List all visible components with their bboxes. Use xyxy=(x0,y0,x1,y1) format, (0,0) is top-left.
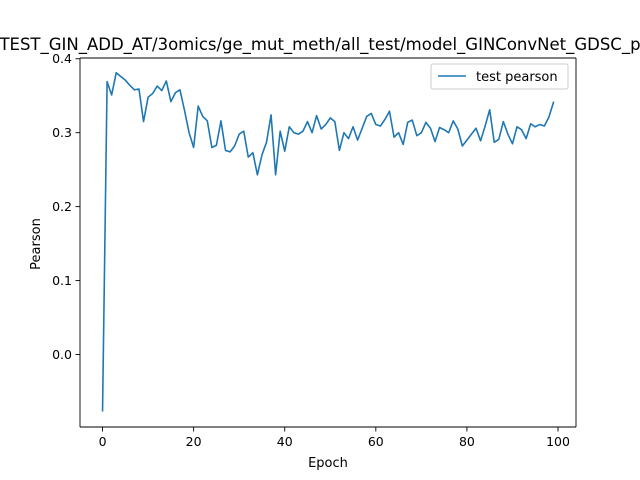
plot-area: 0 20 40 60 80 100 0.0 0.1 0.2 0.3 0.4 xyxy=(52,51,577,449)
chart-title: TEST_GIN_ADD_AT/3omics/ge_mut_meth/all_t… xyxy=(0,35,640,55)
x-tick-label: 100 xyxy=(546,434,570,449)
y-tick-label: 0.2 xyxy=(52,199,72,214)
x-tick-label: 0 xyxy=(99,434,107,449)
y-axis-title: Pearson xyxy=(29,218,44,270)
y-tick-label: 0.0 xyxy=(52,347,72,362)
x-tick-label: 80 xyxy=(459,434,475,449)
y-tick-label: 0.1 xyxy=(52,273,72,288)
legend: test pearson xyxy=(430,63,569,90)
legend-frame xyxy=(430,63,569,90)
x-axis-title: Epoch xyxy=(308,456,348,471)
x-tick-label: 40 xyxy=(277,434,293,449)
series-line-0 xyxy=(101,71,555,412)
x-tick-label: 60 xyxy=(368,434,384,449)
x-tick-label: 20 xyxy=(186,434,202,449)
y-tick-label: 0.3 xyxy=(52,125,72,140)
y-tick-label: 0.4 xyxy=(52,51,72,66)
legend-label: test pearson xyxy=(476,70,558,85)
